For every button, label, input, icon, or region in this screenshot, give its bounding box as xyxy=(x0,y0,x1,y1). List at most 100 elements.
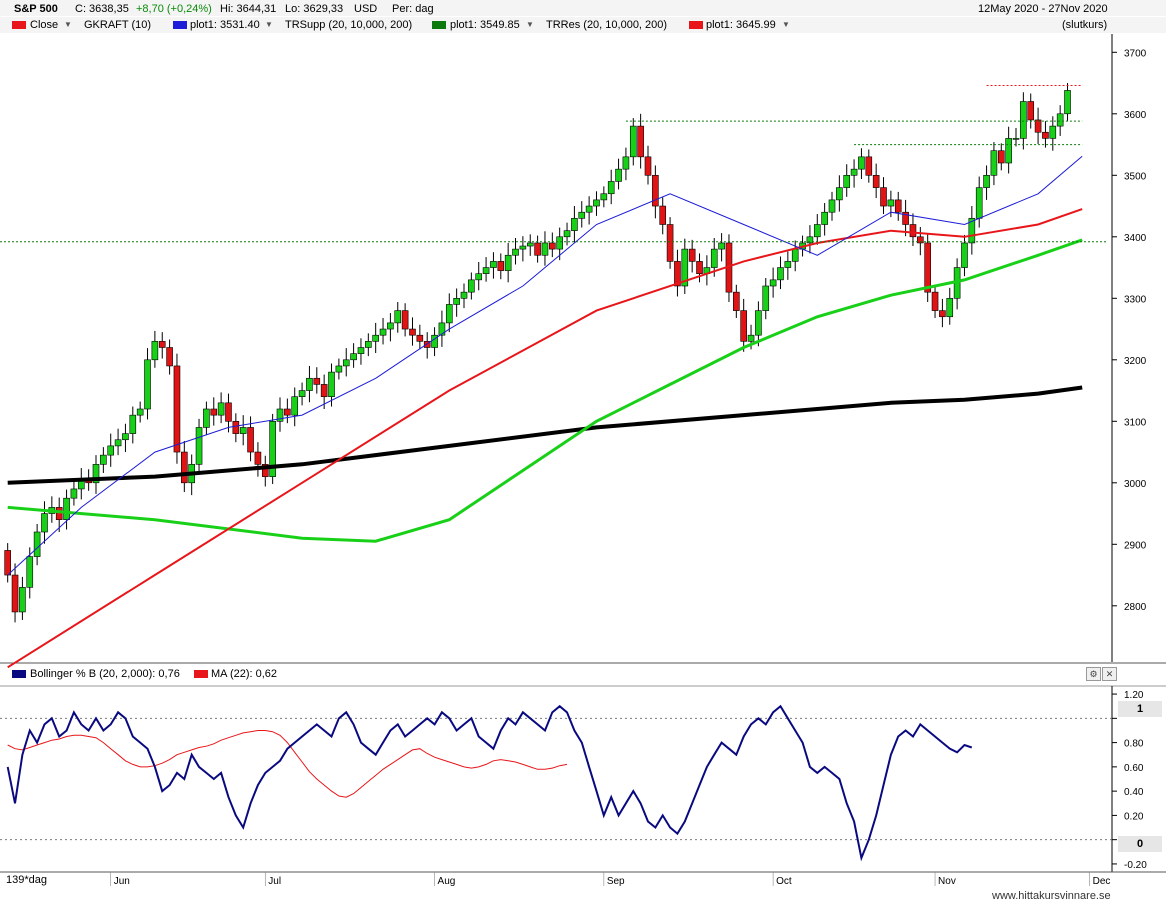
legend-close[interactable]: Close xyxy=(30,19,59,31)
x-tick-label: Jun xyxy=(114,876,130,887)
candle-body xyxy=(652,175,659,207)
candle-body xyxy=(4,550,11,576)
legend-gkraft[interactable]: GKRAFT (10) xyxy=(84,19,152,31)
candle-body xyxy=(990,150,998,176)
candle-body xyxy=(880,187,887,207)
y-tick-label: 3600 xyxy=(1124,110,1147,121)
candle-body xyxy=(946,297,954,318)
wrench-icon[interactable]: ⚙ xyxy=(1086,667,1101,681)
candle-body xyxy=(1056,113,1064,127)
candle-body xyxy=(600,193,608,201)
candle-body xyxy=(541,242,549,256)
plot1-red-swatch xyxy=(689,21,703,29)
candle-body xyxy=(19,587,26,613)
period-label: Per: dag xyxy=(392,3,434,15)
legend-plot1-red[interactable]: plot1: 3645.99 xyxy=(706,19,776,31)
candle-body xyxy=(710,248,718,268)
y-tick-label: 0.60 xyxy=(1124,763,1144,774)
candle-body xyxy=(335,365,343,373)
candle-body xyxy=(549,242,556,250)
candle-body xyxy=(659,205,667,225)
candle-body xyxy=(504,254,512,271)
y-tick-label: -0.20 xyxy=(1124,860,1147,871)
chevron-down-icon[interactable]: ▼ xyxy=(64,20,72,29)
chevron-down-icon[interactable]: ▼ xyxy=(526,20,534,29)
candle-body xyxy=(836,187,843,201)
candle-body xyxy=(512,248,519,256)
y-tick-label: 3200 xyxy=(1124,356,1147,367)
candle-body xyxy=(181,451,188,484)
legend-trres[interactable]: TRRes (20, 10,000, 200) xyxy=(546,19,668,31)
candle-body xyxy=(269,420,276,477)
close-icon[interactable]: ✕ xyxy=(1102,667,1117,681)
legend-ma[interactable]: MA (22): 0,62 xyxy=(211,668,278,680)
y-axis-ticks: 2800 2900 3000 3100 3200 3300 3400 3500 3600 3700 xyxy=(1112,48,1147,613)
candle-body xyxy=(195,427,203,465)
candle-body xyxy=(939,310,946,318)
candle-body xyxy=(894,199,902,213)
candle-body xyxy=(968,218,976,244)
candle-body xyxy=(409,328,416,336)
candle-body xyxy=(232,420,240,434)
candle-body xyxy=(1042,131,1049,139)
candle-body xyxy=(615,168,622,182)
candle-body xyxy=(122,433,129,441)
legend-trsupp[interactable]: TRSupp (20, 10,000, 200) xyxy=(285,19,413,31)
x-tick-label: Nov xyxy=(938,876,956,887)
candle-body xyxy=(217,402,225,416)
candle-body xyxy=(158,341,166,348)
candle-body xyxy=(320,384,328,397)
candle-body xyxy=(519,245,527,250)
candle-body xyxy=(931,291,939,311)
candle-body xyxy=(372,334,379,342)
candle-body xyxy=(475,273,483,281)
candle-body xyxy=(622,156,630,170)
timeframe-label: 139*dag xyxy=(6,874,47,886)
y-tick-label: 2900 xyxy=(1124,540,1147,551)
candle-body xyxy=(755,310,762,336)
candle-body xyxy=(26,556,34,588)
candle-body xyxy=(902,211,909,225)
chevron-down-icon[interactable]: ▼ xyxy=(265,20,273,29)
watermark: www.hittakursvinnare.se xyxy=(992,890,1111,902)
candle-body xyxy=(394,310,402,324)
candle-body xyxy=(107,445,115,456)
y-tick-label: 0.20 xyxy=(1124,811,1144,822)
legend-pctb[interactable]: Bollinger % B (20, 2,000): 0,76 xyxy=(30,668,180,680)
candle-body xyxy=(328,371,335,398)
candle-body xyxy=(173,365,181,453)
candle-body xyxy=(983,175,990,188)
candle-body xyxy=(342,359,350,367)
candle-body xyxy=(453,297,460,305)
candle-body xyxy=(129,414,137,434)
candle-body xyxy=(784,261,792,268)
candle-body xyxy=(306,377,313,391)
chevron-down-icon[interactable]: ▼ xyxy=(782,20,790,29)
candle-body xyxy=(534,242,541,256)
candle-body xyxy=(482,267,490,274)
y-tick-label: 3100 xyxy=(1124,417,1147,428)
candle-body xyxy=(490,261,497,268)
candle-body xyxy=(747,334,755,342)
y-tick-label: 3000 xyxy=(1124,479,1147,490)
low-value: Lo: 3629,33 xyxy=(285,3,344,15)
candle-body xyxy=(578,211,586,219)
candle-body xyxy=(92,464,100,484)
ma-swatch xyxy=(194,670,208,678)
candle-body xyxy=(203,408,210,428)
legend-plot1-green[interactable]: plot1: 3549.85 xyxy=(450,19,520,31)
candle-body xyxy=(1064,90,1071,115)
legend-plot1-blue[interactable]: plot1: 3531.40 xyxy=(190,19,260,31)
candle-body xyxy=(1027,101,1035,121)
candle-body xyxy=(247,427,254,453)
y-tick-label: 3300 xyxy=(1124,294,1147,305)
close-value: C: 3638,35 xyxy=(75,3,129,15)
candle-body xyxy=(997,150,1005,164)
x-tick-label: Oct xyxy=(776,876,792,887)
candle-body xyxy=(688,248,696,262)
candle-body xyxy=(666,224,674,262)
change-value: +8,70 (+0,24%) xyxy=(136,3,212,15)
candle-body xyxy=(261,464,269,477)
candle-body xyxy=(733,291,740,311)
candle-body xyxy=(872,175,880,188)
